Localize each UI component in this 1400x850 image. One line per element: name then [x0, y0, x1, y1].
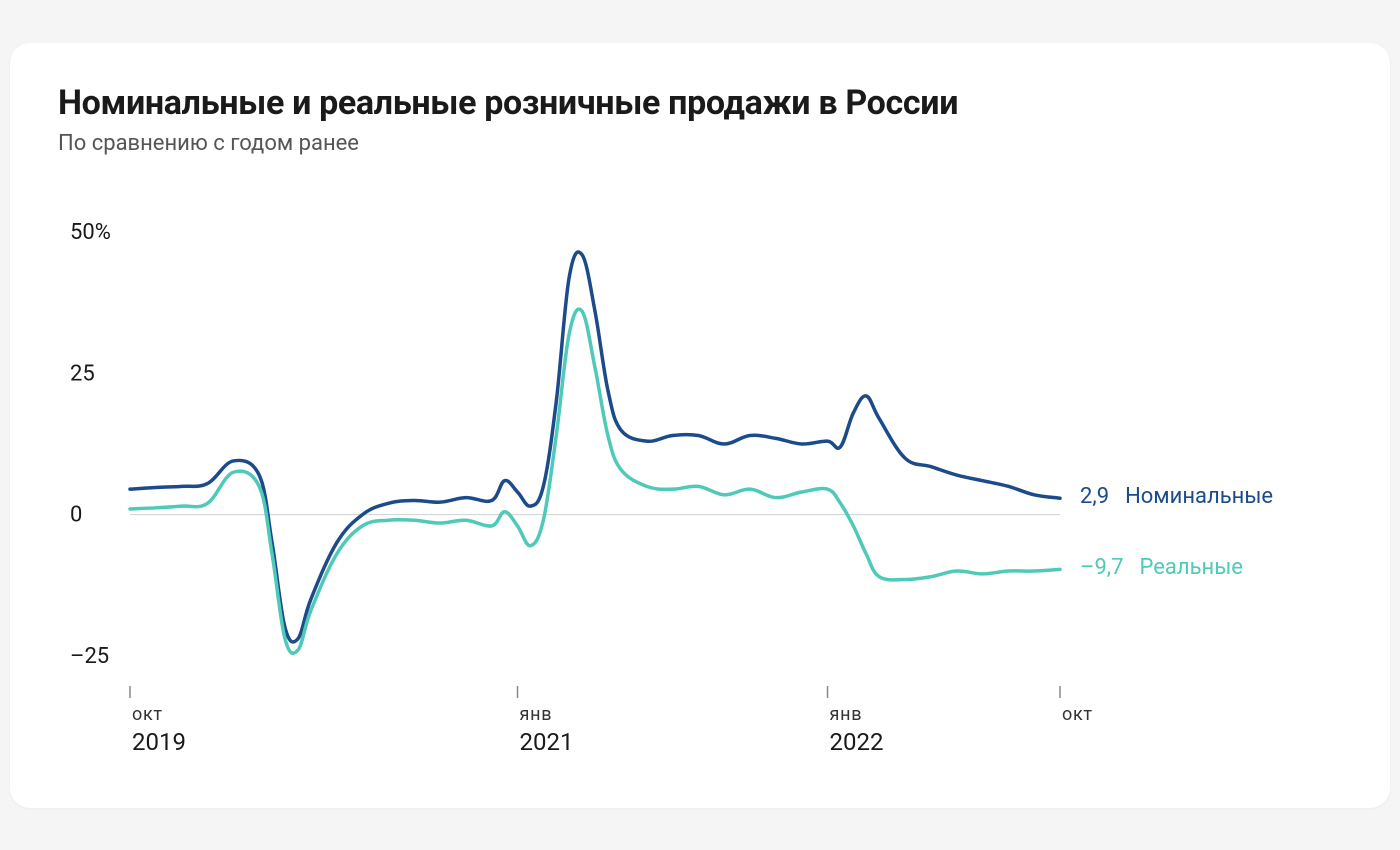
- chart-wrap: 50%250–25окт2019янв2021янв2022окт 2,9Ном…: [58, 184, 1342, 764]
- end-label-name-nominal: Номинальные: [1125, 484, 1273, 509]
- svg-text:25: 25: [70, 361, 95, 386]
- end-label-nominal: 2,9 Номинальные: [1080, 484, 1273, 509]
- svg-text:янв: янв: [520, 704, 553, 725]
- svg-text:2021: 2021: [520, 728, 574, 756]
- series-line-nominal: [130, 252, 1060, 642]
- svg-text:–25: –25: [70, 643, 109, 668]
- chart-subtitle: По сравнению с годом ранее: [58, 131, 1342, 156]
- svg-text:0: 0: [70, 502, 82, 527]
- end-label-real: –9,7 Реальные: [1080, 555, 1243, 580]
- svg-text:50%: 50%: [70, 220, 111, 245]
- end-labels: 2,9 Номинальные –9,7 Реальные: [1062, 184, 1342, 764]
- series-line-real: [130, 309, 1060, 653]
- end-label-value-nominal: 2,9: [1080, 484, 1109, 509]
- end-label-name-real: Реальные: [1140, 555, 1243, 580]
- svg-text:2019: 2019: [132, 728, 186, 756]
- svg-text:2022: 2022: [830, 728, 884, 756]
- chart-title: Номинальные и реальные розничные продажи…: [58, 83, 1342, 123]
- line-chart-svg: 50%250–25окт2019янв2021янв2022окт: [58, 184, 1062, 764]
- svg-text:янв: янв: [830, 704, 863, 725]
- svg-text:окт: окт: [132, 704, 163, 725]
- plot-area: 50%250–25окт2019янв2021янв2022окт: [58, 184, 1062, 764]
- chart-card: Номинальные и реальные розничные продажи…: [10, 43, 1390, 808]
- end-label-value-real: –9,7: [1080, 555, 1124, 580]
